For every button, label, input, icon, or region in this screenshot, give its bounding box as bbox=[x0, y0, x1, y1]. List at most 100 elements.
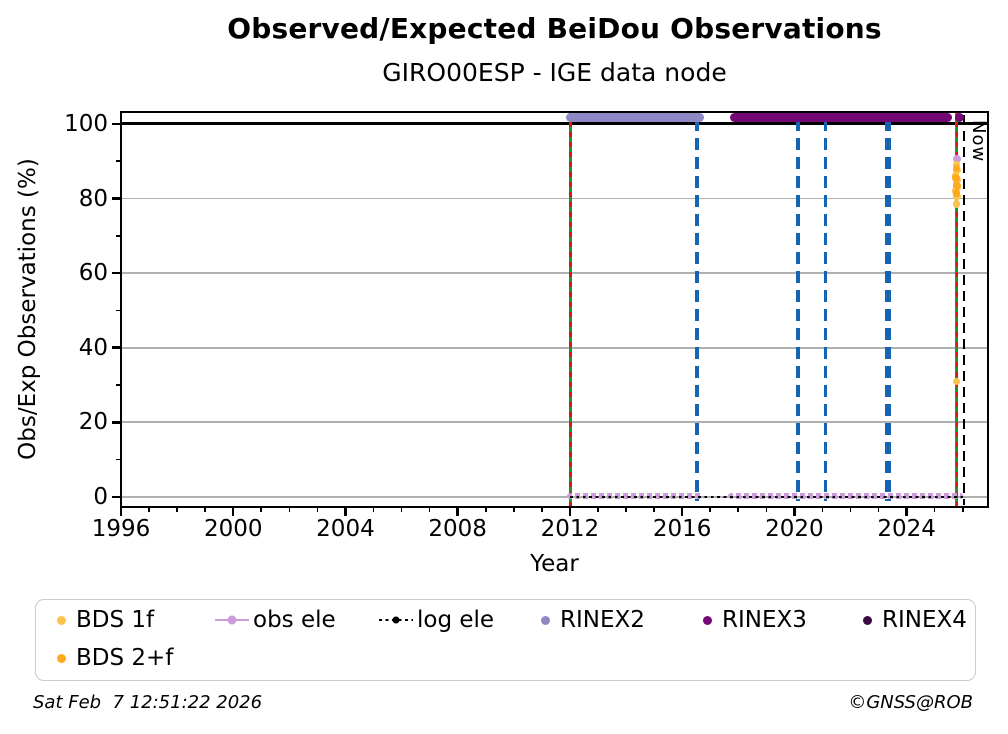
log-ele-dot-icon bbox=[392, 616, 400, 624]
x-tick-minor bbox=[653, 507, 655, 512]
event-line-red-dashes bbox=[955, 112, 959, 507]
series-log ele-dotted bbox=[570, 495, 963, 499]
legend-label-rinex3: RINEX3 bbox=[722, 607, 807, 633]
x-tick-label: 2004 bbox=[316, 516, 375, 542]
y-tick-major bbox=[112, 271, 121, 275]
y-tick-minor bbox=[116, 384, 121, 386]
x-tick-minor bbox=[709, 507, 712, 512]
x-tick-minor bbox=[204, 507, 206, 512]
series-BDS 1f-point bbox=[952, 200, 961, 208]
series-BDS 2+f-point bbox=[952, 189, 961, 197]
legend-item-obs-ele: obs ele bbox=[215, 607, 336, 633]
x-tick-major bbox=[119, 507, 123, 516]
y-tick-major bbox=[112, 421, 121, 424]
legend: BDS 1f obs ele log ele RINEX2 RINEX3 RIN… bbox=[35, 599, 976, 681]
data-gap-line bbox=[695, 119, 699, 501]
gridline-y80 bbox=[121, 197, 988, 200]
series-BDS 2+f-point bbox=[953, 181, 961, 190]
series-obs ele-point bbox=[953, 155, 962, 164]
x-tick-minor bbox=[737, 507, 740, 512]
x-tick-major bbox=[568, 507, 572, 516]
series-RINEX3-line bbox=[730, 113, 952, 122]
x-tick-major bbox=[344, 507, 347, 516]
y-tick-minor bbox=[116, 160, 121, 163]
timestamp: Sat Feb 7 12:51:22 2026 bbox=[33, 692, 263, 713]
x-tick-minor bbox=[148, 507, 150, 512]
y-tick-minor bbox=[116, 309, 121, 312]
x-tick-label: 2012 bbox=[540, 516, 600, 542]
x-tick-minor bbox=[821, 507, 824, 512]
bds-1f-dot-icon bbox=[57, 615, 66, 625]
data-gap-line bbox=[885, 119, 892, 501]
x-tick-label: 2024 bbox=[877, 516, 936, 542]
x-tick-minor bbox=[428, 507, 431, 512]
x-tick-minor bbox=[260, 507, 263, 512]
data-gap-line bbox=[824, 119, 828, 501]
y-axis-label: Obs/Exp Observations (%) bbox=[15, 158, 41, 460]
series-RINEX3-point bbox=[954, 113, 964, 123]
x-tick-major bbox=[793, 507, 796, 516]
series-BDS 2+f-point bbox=[952, 174, 960, 182]
legend-item-bds-1f: BDS 1f bbox=[57, 607, 155, 633]
rinex2-dot-icon bbox=[541, 615, 550, 625]
x-tick-minor bbox=[372, 507, 375, 512]
chart-subtitle: GIRO00ESP - IGE data node bbox=[382, 58, 727, 87]
copyright: ©GNSS@ROB bbox=[848, 692, 973, 713]
y-tick-label: 0 bbox=[93, 483, 108, 510]
series-BDS 2+f-point bbox=[952, 164, 961, 173]
y-tick-major bbox=[112, 197, 121, 200]
x-tick-label: 1996 bbox=[91, 516, 151, 542]
x-tick-minor bbox=[541, 507, 543, 512]
x-tick-minor bbox=[961, 507, 964, 512]
log-ele-dotted-line-icon bbox=[379, 616, 413, 624]
gridline-y40 bbox=[121, 346, 988, 349]
gridline-y20 bbox=[121, 421, 988, 424]
legend-item-rinex4: RINEX4 bbox=[863, 607, 967, 633]
y-tick-label: 20 bbox=[78, 409, 108, 436]
legend-label-rinex4: RINEX4 bbox=[882, 607, 967, 633]
x-tick-minor bbox=[316, 507, 319, 512]
x-tick-minor bbox=[176, 507, 178, 512]
x-tick-major bbox=[456, 507, 459, 516]
x-tick-minor bbox=[765, 507, 768, 512]
legend-label-bds-2f: BDS 2+f bbox=[76, 645, 174, 671]
x-axis-label: Year bbox=[530, 551, 579, 577]
y-tick-minor bbox=[116, 458, 121, 461]
gridline-y0 bbox=[121, 496, 988, 498]
x-tick-major bbox=[231, 507, 235, 516]
now-label: Now bbox=[968, 120, 990, 163]
x-tick-minor bbox=[288, 507, 291, 512]
x-tick-major bbox=[680, 507, 684, 516]
x-tick-minor bbox=[400, 507, 403, 512]
x-tick-label: 2000 bbox=[203, 516, 263, 542]
legend-label-rinex2: RINEX2 bbox=[560, 607, 645, 633]
rinex3-dot-icon bbox=[703, 615, 712, 625]
gridline-y60 bbox=[121, 272, 988, 275]
legend-item-rinex3: RINEX3 bbox=[703, 607, 807, 633]
x-tick-minor bbox=[625, 507, 627, 512]
y-tick-major bbox=[112, 495, 121, 499]
x-tick-minor bbox=[877, 507, 880, 512]
event-line-red-dashes bbox=[569, 112, 572, 507]
legend-label-obs-ele: obs ele bbox=[253, 607, 336, 633]
legend-item-log-ele: log ele bbox=[379, 607, 495, 633]
legend-label-bds-1f: BDS 1f bbox=[76, 607, 155, 633]
now-line bbox=[962, 115, 966, 506]
x-tick-minor bbox=[597, 507, 599, 512]
y-tick-label: 80 bbox=[78, 185, 108, 212]
plot-box-spines bbox=[120, 111, 989, 508]
y-tick-major bbox=[112, 122, 121, 126]
x-tick-label: 2016 bbox=[652, 516, 712, 542]
y-tick-label: 40 bbox=[78, 334, 108, 361]
rinex4-dot-icon bbox=[863, 615, 872, 625]
obs-ele-dot-icon bbox=[227, 615, 237, 625]
legend-label-log-ele: log ele bbox=[417, 607, 495, 633]
y-tick-label: 100 bbox=[64, 110, 108, 137]
reference-line-100 bbox=[121, 122, 988, 126]
x-tick-major bbox=[905, 507, 908, 516]
y-tick-major bbox=[112, 346, 121, 349]
series-BDS 1f-point bbox=[952, 377, 961, 386]
x-tick-minor bbox=[484, 507, 487, 512]
x-tick-minor bbox=[513, 507, 515, 512]
